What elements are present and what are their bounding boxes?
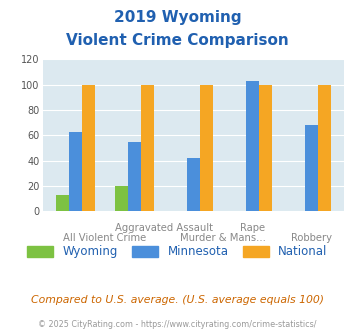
Text: Murder & Mans...: Murder & Mans... bbox=[180, 233, 266, 243]
Bar bbox=[115, 186, 128, 211]
Text: Compared to U.S. average. (U.S. average equals 100): Compared to U.S. average. (U.S. average … bbox=[31, 295, 324, 305]
Text: Rape: Rape bbox=[240, 223, 265, 233]
Bar bbox=[246, 81, 259, 211]
Text: 2019 Wyoming: 2019 Wyoming bbox=[114, 10, 241, 25]
Bar bbox=[318, 85, 331, 211]
Text: © 2025 CityRating.com - https://www.cityrating.com/crime-statistics/: © 2025 CityRating.com - https://www.city… bbox=[38, 320, 317, 329]
Bar bbox=[141, 85, 154, 211]
Text: Violent Crime Comparison: Violent Crime Comparison bbox=[66, 33, 289, 48]
Bar bbox=[128, 142, 141, 211]
Bar bbox=[187, 158, 200, 211]
Text: All Violent Crime: All Violent Crime bbox=[63, 233, 146, 243]
Bar bbox=[200, 85, 213, 211]
Text: Robbery: Robbery bbox=[291, 233, 332, 243]
Bar bbox=[69, 132, 82, 211]
Legend: Wyoming, Minnesota, National: Wyoming, Minnesota, National bbox=[23, 241, 332, 263]
Text: Aggravated Assault: Aggravated Assault bbox=[115, 223, 213, 233]
Bar bbox=[82, 85, 95, 211]
Bar bbox=[259, 85, 272, 211]
Bar bbox=[305, 125, 318, 211]
Bar bbox=[56, 195, 69, 211]
